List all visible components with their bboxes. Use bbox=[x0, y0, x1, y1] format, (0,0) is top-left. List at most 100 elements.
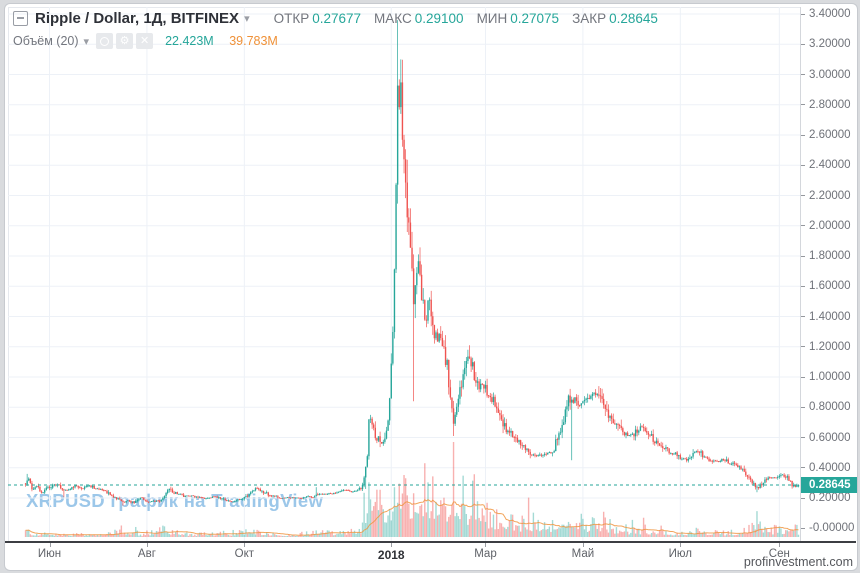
volume-bar bbox=[122, 534, 124, 537]
candle-body bbox=[761, 484, 763, 486]
candle-body bbox=[567, 395, 570, 407]
volume-bar bbox=[355, 533, 357, 537]
volume-bar bbox=[285, 536, 287, 537]
candle-body bbox=[168, 488, 170, 491]
candle-body bbox=[622, 428, 624, 433]
volume-bar bbox=[513, 530, 515, 537]
volume-bar bbox=[206, 535, 209, 537]
volume-bar bbox=[280, 535, 282, 537]
candle-body bbox=[165, 492, 167, 497]
candle-body bbox=[626, 432, 629, 436]
chevron-down-icon[interactable]: ▾ bbox=[244, 12, 250, 25]
candle-body bbox=[55, 484, 57, 486]
indicator-name[interactable]: Объём (20) bbox=[13, 34, 79, 48]
candle-body bbox=[532, 454, 535, 456]
candle-body bbox=[242, 498, 244, 500]
collapse-pane-icon[interactable] bbox=[13, 10, 28, 26]
candle-body bbox=[107, 492, 110, 494]
candle-body bbox=[591, 393, 594, 397]
eye-icon[interactable] bbox=[96, 33, 114, 49]
volume-bar bbox=[417, 513, 420, 537]
candle-body bbox=[147, 501, 150, 503]
candle-body bbox=[486, 384, 488, 396]
candle-body bbox=[454, 414, 456, 424]
volume-bar bbox=[259, 531, 262, 537]
candle-body bbox=[334, 492, 337, 494]
candle-body bbox=[400, 82, 402, 108]
close-icon[interactable]: ✕ bbox=[136, 33, 154, 49]
candle-body bbox=[392, 331, 394, 364]
candle-body bbox=[112, 495, 115, 498]
candle-body bbox=[293, 497, 295, 499]
volume-bar bbox=[90, 534, 92, 537]
volume-bar bbox=[296, 535, 298, 537]
candle-body bbox=[395, 184, 397, 270]
volume-bar bbox=[390, 520, 392, 537]
candle-body bbox=[53, 484, 55, 486]
volume-pane bbox=[24, 442, 800, 537]
candle-body bbox=[377, 436, 380, 441]
candle-body bbox=[82, 488, 84, 490]
symbol-title[interactable]: Ripple / Dollar, 1Д, BITFINEX bbox=[35, 9, 240, 27]
price-axis-label: 0.60000 bbox=[801, 431, 851, 445]
volume-bar bbox=[411, 518, 413, 537]
candle-body bbox=[317, 494, 319, 496]
candle-body bbox=[556, 439, 559, 441]
candle-body bbox=[443, 346, 445, 348]
volume-bar bbox=[451, 504, 453, 537]
candle-body bbox=[472, 362, 474, 367]
volume-bar bbox=[579, 522, 581, 537]
volume-bar bbox=[200, 532, 202, 537]
chevron-down-icon[interactable]: ▾ bbox=[83, 35, 90, 48]
candle-body bbox=[285, 497, 287, 499]
price-axis[interactable]: 3.40000 3.20000 3.00000 2.80000 2.60000 2.400… bbox=[801, 7, 856, 541]
candle-body bbox=[194, 495, 196, 498]
last-price-tag: 0.28645 bbox=[801, 476, 857, 493]
candle-body bbox=[403, 139, 405, 160]
volume-bar bbox=[144, 535, 147, 537]
candle-body bbox=[325, 493, 327, 495]
candle-body bbox=[566, 406, 568, 410]
gear-icon[interactable]: ⚙ bbox=[116, 33, 134, 49]
volume-bar bbox=[604, 517, 606, 537]
candle-body bbox=[246, 495, 249, 497]
candle-body bbox=[254, 488, 257, 491]
candle-body bbox=[411, 247, 413, 269]
price-axis-label: 2.00000 bbox=[801, 219, 851, 233]
volume-bar bbox=[725, 534, 728, 537]
volume-bar bbox=[182, 534, 185, 537]
candle-body bbox=[462, 374, 464, 388]
time-axis-tick bbox=[680, 543, 682, 547]
time-axis[interactable]: Июн Авг Окт 2018 Мар Май Июл Сен bbox=[5, 543, 856, 567]
volume-bar bbox=[575, 523, 578, 537]
volume-bar bbox=[563, 524, 565, 537]
candle-body bbox=[508, 430, 511, 433]
volume-bar bbox=[112, 534, 115, 537]
volume-bar bbox=[171, 530, 174, 537]
candle-body bbox=[50, 487, 52, 489]
candle-body bbox=[769, 477, 771, 479]
volume-bar bbox=[713, 532, 715, 537]
volume-bar bbox=[765, 528, 768, 537]
candle-body bbox=[657, 440, 659, 444]
candle-body bbox=[259, 489, 262, 492]
volume-bar bbox=[567, 521, 570, 537]
candle-body bbox=[216, 496, 218, 498]
volume-bar bbox=[214, 535, 217, 537]
candle-body bbox=[99, 488, 102, 490]
volume-bar bbox=[769, 532, 771, 537]
volume-bar bbox=[50, 534, 52, 537]
candle-body bbox=[350, 491, 353, 493]
volume-bar bbox=[267, 533, 269, 537]
candle-body bbox=[572, 399, 575, 403]
volume-bar bbox=[237, 534, 239, 537]
volume-bar bbox=[773, 524, 776, 537]
candle-body bbox=[793, 484, 795, 487]
candle-body bbox=[436, 332, 439, 342]
candle-body bbox=[309, 496, 311, 497]
candle-body bbox=[432, 316, 434, 326]
volume-bar bbox=[58, 534, 60, 537]
volume-bar bbox=[505, 529, 507, 537]
volume-bar bbox=[195, 535, 198, 537]
